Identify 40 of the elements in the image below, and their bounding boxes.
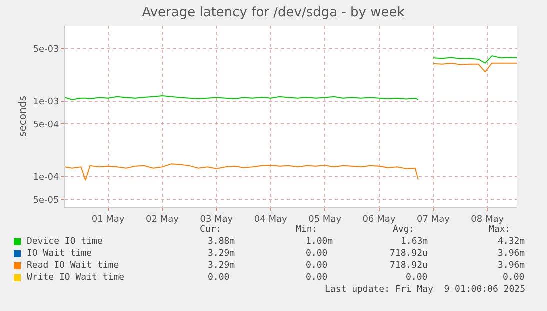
text: 0.00	[306, 249, 328, 259]
text: 0.00	[306, 261, 328, 271]
y-tick-label: 5e-03	[33, 44, 60, 55]
x-tick-label: 03 May	[200, 214, 234, 225]
text: 718.92u	[390, 249, 428, 259]
text: 3.96m	[498, 261, 526, 271]
y-axis-title: seconds	[18, 96, 30, 137]
text: Max:	[489, 225, 511, 235]
text: 3.29m	[208, 249, 236, 259]
legend-label: Read IO Wait time	[27, 261, 120, 271]
text: 0.00	[208, 273, 230, 283]
y-tick-label: 5e-04	[33, 120, 60, 130]
legend-label: Device IO time	[27, 237, 103, 247]
x-tick-label: 06 May	[362, 214, 396, 225]
x-tick-label: 04 May	[254, 214, 288, 225]
x-tick-label: 02 May	[146, 214, 180, 225]
legend-label: IO Wait time	[27, 249, 92, 259]
x-tick-label: 07 May	[416, 214, 451, 225]
text: Avg:	[393, 225, 415, 235]
text: 1.63m	[401, 237, 428, 247]
x-tick-label: 08 May	[471, 214, 505, 225]
text: Last update: Fri May 9 01:00:06 2025	[325, 285, 526, 295]
x-tick-label: 05 May	[308, 214, 342, 225]
text: 1.00m	[306, 237, 334, 247]
chart-title: Average latency for /dev/sdga - by week	[142, 6, 406, 21]
legend-label: Write IO Wait time	[27, 273, 125, 283]
text: Min:	[296, 225, 318, 235]
text: 0.00	[406, 273, 428, 283]
y-tick-label: 5e-05	[33, 196, 60, 206]
x-tick-label: 01 May	[92, 214, 126, 225]
text: 3.96m	[498, 249, 526, 259]
y-tick-label: 1e-04	[33, 173, 60, 184]
text: 3.88m	[208, 237, 236, 247]
text: 4.32m	[498, 237, 526, 247]
text: Cur:	[200, 225, 222, 235]
text: 0.00	[503, 273, 525, 283]
text: 3.29m	[208, 261, 236, 271]
y-tick-label: 1e-03	[33, 98, 60, 108]
text: 0.00	[306, 273, 328, 283]
text: 718.92u	[390, 261, 428, 271]
